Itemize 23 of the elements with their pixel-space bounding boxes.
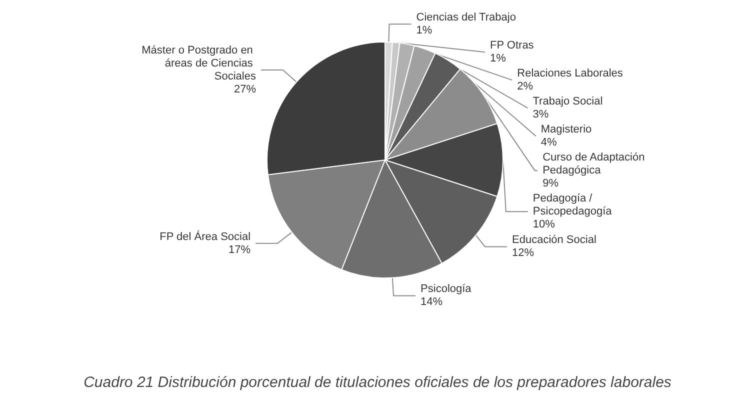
text: Cuadro 21 Distribución porcentual de titulaciones oficiales de los preparadores laborales: [84, 374, 672, 391]
data-label: 27%: [234, 84, 256, 96]
data-label: 9%: [542, 178, 559, 190]
slice-label: FP Otras: [490, 40, 534, 52]
data-label: 12%: [512, 247, 534, 260]
data-label: 2%: [517, 80, 534, 93]
slice-label: Psicología: [420, 283, 472, 296]
data-label: 17%: [228, 244, 251, 256]
slice-label: Trabajo Social: [532, 96, 603, 108]
slice-label: Curso de Adaptación Pedagógica: [542, 152, 648, 177]
data-label: 4%: [540, 136, 558, 149]
slice-label: Ciencias del Trabajo: [416, 12, 516, 24]
data-label: 14%: [420, 296, 443, 308]
data-label: 3%: [532, 108, 549, 121]
data-label: 1%: [490, 52, 506, 65]
data-label: 1%: [416, 24, 432, 37]
slice-label: Relaciones Laborales: [517, 68, 624, 80]
slice-label: Pedagogía / Psicopedagogía: [532, 192, 613, 218]
slice-label: Magisterio: [540, 124, 592, 136]
slice-label: FP del Área Social: [160, 230, 251, 243]
slice-label: Máster o Postgrado en áreas de Ciencias Sociales: [142, 44, 256, 83]
slice-label: Educación Social: [512, 234, 596, 246]
data-label: 10%: [532, 218, 556, 231]
